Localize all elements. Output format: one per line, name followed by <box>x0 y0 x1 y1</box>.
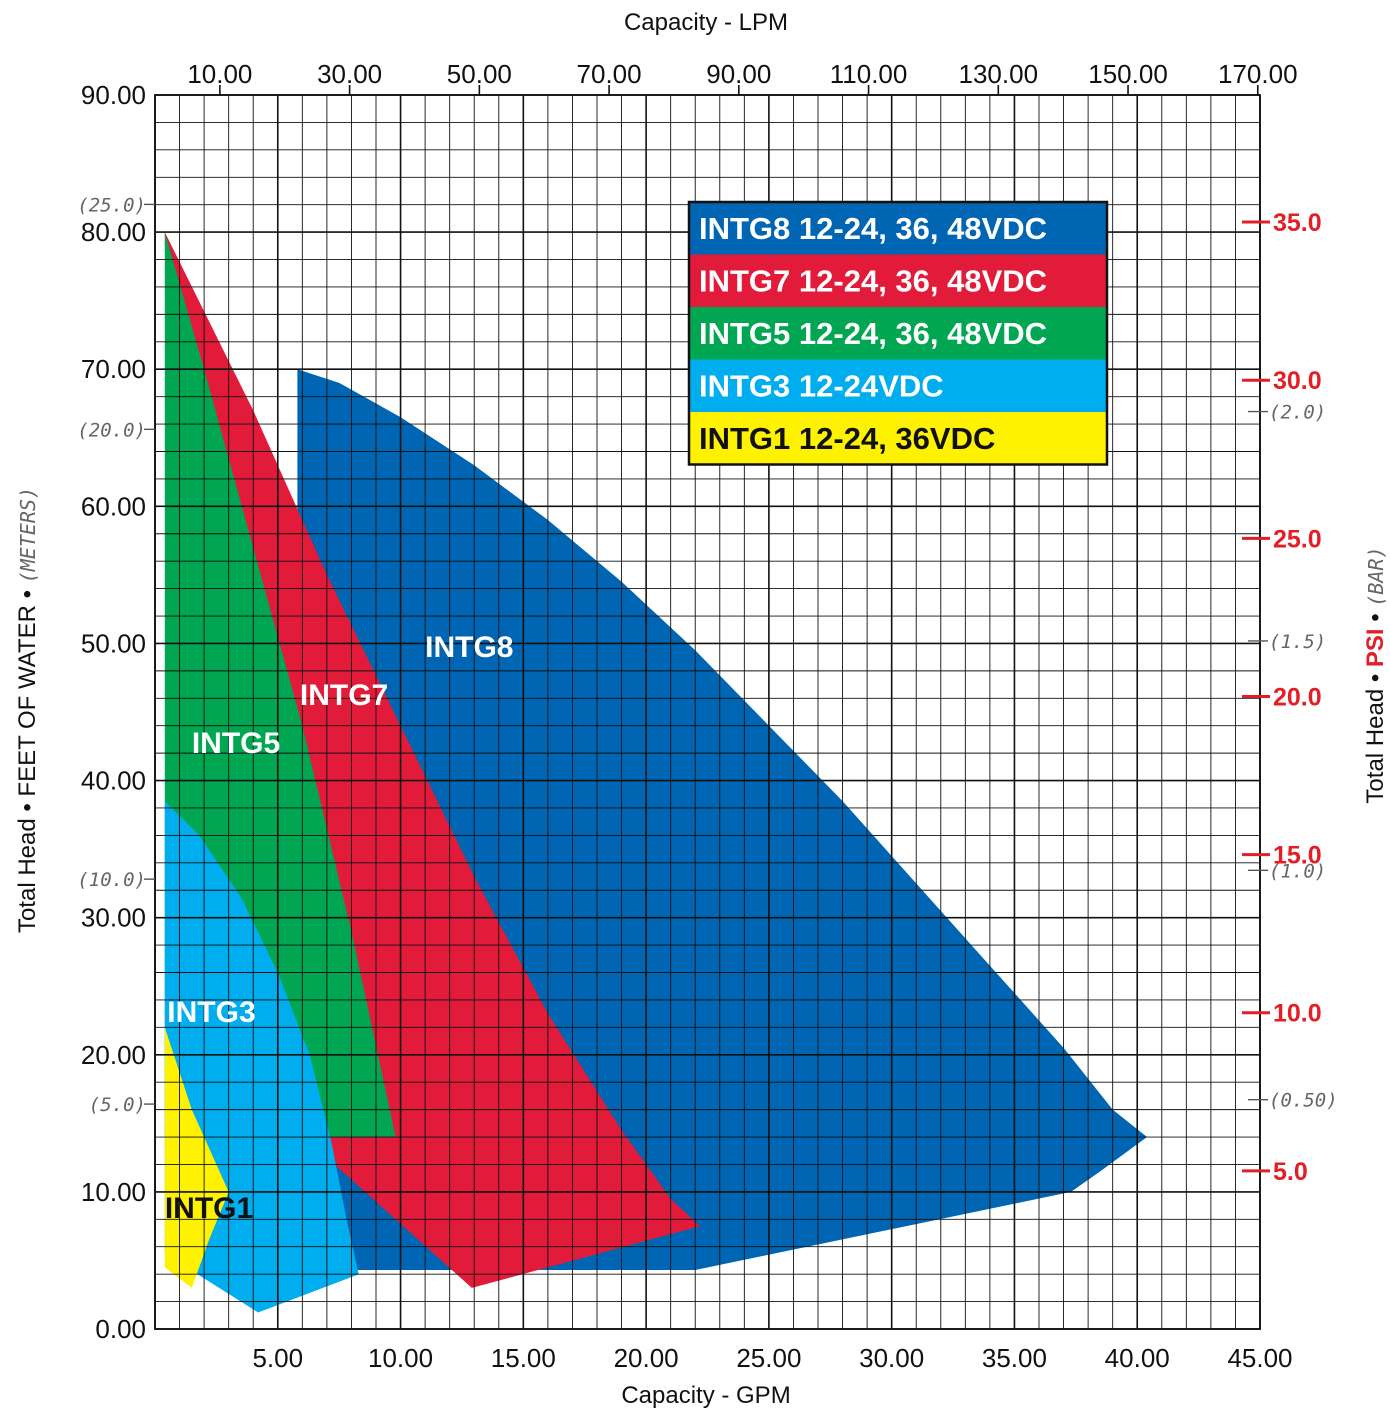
legend-entry-intg7: INTG7 12-24, 36, 48VDC <box>699 264 1047 299</box>
meters-tick-label: (10.0) <box>77 869 146 891</box>
y-tick-label: 60.00 <box>81 491 146 521</box>
x-tick-label: 45.00 <box>1227 1343 1292 1373</box>
psi-tick-label: 15.0 <box>1273 842 1322 870</box>
legend-entry-intg5: INTG5 12-24, 36, 48VDC <box>699 316 1047 351</box>
x-tick-label: 35.00 <box>982 1343 1047 1373</box>
intg8-label: INTG8 <box>425 631 513 664</box>
bar-tick-label: (1.5) <box>1269 631 1326 653</box>
x-tick-label: 15.00 <box>491 1343 556 1373</box>
y-axis-title-feet: FEET OF WATER • <box>14 583 41 796</box>
bar-tick-label: (1.0) <box>1269 860 1326 882</box>
y-tick-label: 30.00 <box>81 903 146 933</box>
x-tick-label: 20.00 <box>614 1343 679 1373</box>
y-axis-title-head: Total Head • <box>14 797 41 933</box>
x-axis-title: Capacity - GPM <box>621 1382 790 1409</box>
bar-tick-label: (0.50) <box>1269 1090 1338 1112</box>
intg3-label: INTG3 <box>167 996 255 1029</box>
y-axis-title: Total Head • FEET OF WATER • (METERS) <box>14 487 41 933</box>
lpm-tick-label: 170.00 <box>1218 59 1298 89</box>
lpm-tick-label: 30.00 <box>317 59 382 89</box>
y2-axis-title: Total Head • PSI • (BAR) <box>1362 546 1389 803</box>
psi-tick-label: 25.0 <box>1273 525 1322 553</box>
legend-swatch-intg1 <box>689 412 1107 465</box>
psi-tick-label: 20.0 <box>1273 683 1322 711</box>
chart-grid <box>154 94 1261 1330</box>
meters-tick-label: (5.0) <box>89 1094 146 1116</box>
y2-axis-title-head: Total Head • <box>1362 667 1389 803</box>
lpm-tick-label: 10.00 <box>187 59 252 89</box>
psi-tick-label: 10.0 <box>1273 1000 1322 1028</box>
plot-border <box>154 94 1261 1330</box>
chart-axes: 5.00 10.00 15.00 20.00 25.00 30.00 35.00 40.00 4… <box>14 9 1389 1409</box>
y-tick-label: 40.00 <box>81 766 146 796</box>
region-labels: INTG8 INTG7 INTG5 INTG3 INTG1 <box>165 631 514 1225</box>
x-tick-label: 5.00 <box>252 1343 303 1373</box>
y-tick-label: 70.00 <box>81 354 146 384</box>
x-tick-label: 30.00 <box>859 1343 924 1373</box>
meters-tick-label: (20.0) <box>77 419 146 441</box>
intg5-label: INTG5 <box>192 727 280 760</box>
psi-tick-label: 5.0 <box>1273 1158 1308 1186</box>
legend-entry-intg3: INTG3 12-24VDC <box>699 369 944 404</box>
y-tick-label: 50.00 <box>81 628 146 658</box>
chart-legend: INTG8 12-24, 36, 48VDC INTG7 12-24, 36, 4… <box>687 200 1109 466</box>
legend-swatch-intg5 <box>689 307 1107 360</box>
bar-tick-label: (2.0) <box>1269 402 1326 424</box>
y-tick-label: 10.00 <box>81 1177 146 1207</box>
legend-entry-intg1: INTG1 12-24, 36VDC <box>699 421 995 456</box>
x-tick-label: 10.00 <box>368 1343 433 1373</box>
intg7-label: INTG7 <box>300 679 388 712</box>
legend-border <box>687 200 1109 466</box>
y-tick-label: 90.00 <box>81 80 146 110</box>
legend-entry-intg8: INTG8 12-24, 36, 48VDC <box>699 211 1047 246</box>
lpm-axis-title: Capacity - LPM <box>624 9 788 36</box>
y2-axis-title-bar: (BAR) <box>1364 546 1388 606</box>
meters-tick-label: (25.0) <box>77 194 146 216</box>
lpm-tick-label: 150.00 <box>1088 59 1168 89</box>
legend-swatch-intg7 <box>689 254 1107 308</box>
y2-axis-title-psi: PSI <box>1362 628 1389 667</box>
legend-swatch-intg8 <box>689 202 1107 255</box>
y-tick-label: 0.00 <box>95 1314 146 1344</box>
y-tick-label: 20.00 <box>81 1040 146 1070</box>
x-tick-label: 25.00 <box>736 1343 801 1373</box>
intg1-region <box>164 1027 229 1288</box>
y-tick-label: 80.00 <box>81 217 146 247</box>
intg1-label: INTG1 <box>165 1192 253 1225</box>
lpm-tick-label: 110.00 <box>830 59 908 89</box>
psi-tick-label: 30.0 <box>1273 367 1322 395</box>
lpm-tick-label: 70.00 <box>577 59 642 89</box>
lpm-tick-label: 130.00 <box>959 59 1039 89</box>
y2-axis-title-sep: • <box>1362 607 1389 629</box>
lpm-tick-label: 50.00 <box>447 59 512 89</box>
legend-swatch-intg3 <box>689 359 1107 413</box>
y-axis-title-meters: (METERS) <box>16 487 40 583</box>
x-tick-label: 40.00 <box>1105 1343 1170 1373</box>
lpm-tick-label: 90.00 <box>706 59 771 89</box>
psi-tick-label: 35.0 <box>1273 209 1322 237</box>
